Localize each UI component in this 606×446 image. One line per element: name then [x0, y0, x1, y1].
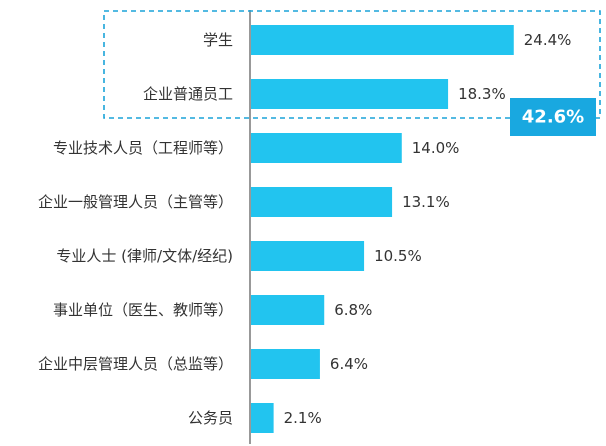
category-label: 公务员: [188, 409, 233, 427]
bar: [251, 241, 365, 271]
bar: [251, 133, 402, 163]
value-label: 24.4%: [524, 31, 572, 49]
category-label: 企业中层管理人员（总监等）: [38, 355, 233, 373]
bar: [251, 403, 274, 433]
category-label: 学生: [203, 31, 233, 49]
category-label: 专业人士 (律师/文体/经纪): [56, 247, 233, 265]
value-label: 14.0%: [412, 139, 460, 157]
value-label: 13.1%: [402, 193, 450, 211]
value-label: 6.8%: [334, 301, 372, 319]
bar: [251, 295, 325, 325]
bar: [251, 187, 393, 217]
value-label: 18.3%: [458, 85, 506, 103]
highlight-total-badge: [510, 98, 596, 136]
value-label: 10.5%: [374, 247, 422, 265]
value-label: 6.4%: [330, 355, 368, 373]
bar: [251, 79, 449, 109]
bars-layer: 学生 24.4% 企业普通员工 18.3% 专业技术人员（工程师等） 14.0% 企业一般管…: [38, 25, 571, 433]
highlight-group: 42.6%: [103, 10, 601, 136]
bar: [251, 349, 320, 379]
category-label: 事业单位（医生、教师等）: [53, 301, 233, 319]
category-label: 企业一般管理人员（主管等）: [38, 193, 233, 211]
value-label: 2.1%: [284, 409, 322, 427]
highlight-total-label: 42.6%: [522, 107, 584, 128]
bar: [251, 25, 514, 55]
category-label: 企业普通员工: [143, 85, 233, 103]
highlight-dashed-box: [103, 10, 601, 119]
category-label: 专业技术人员（工程师等）: [53, 139, 233, 157]
